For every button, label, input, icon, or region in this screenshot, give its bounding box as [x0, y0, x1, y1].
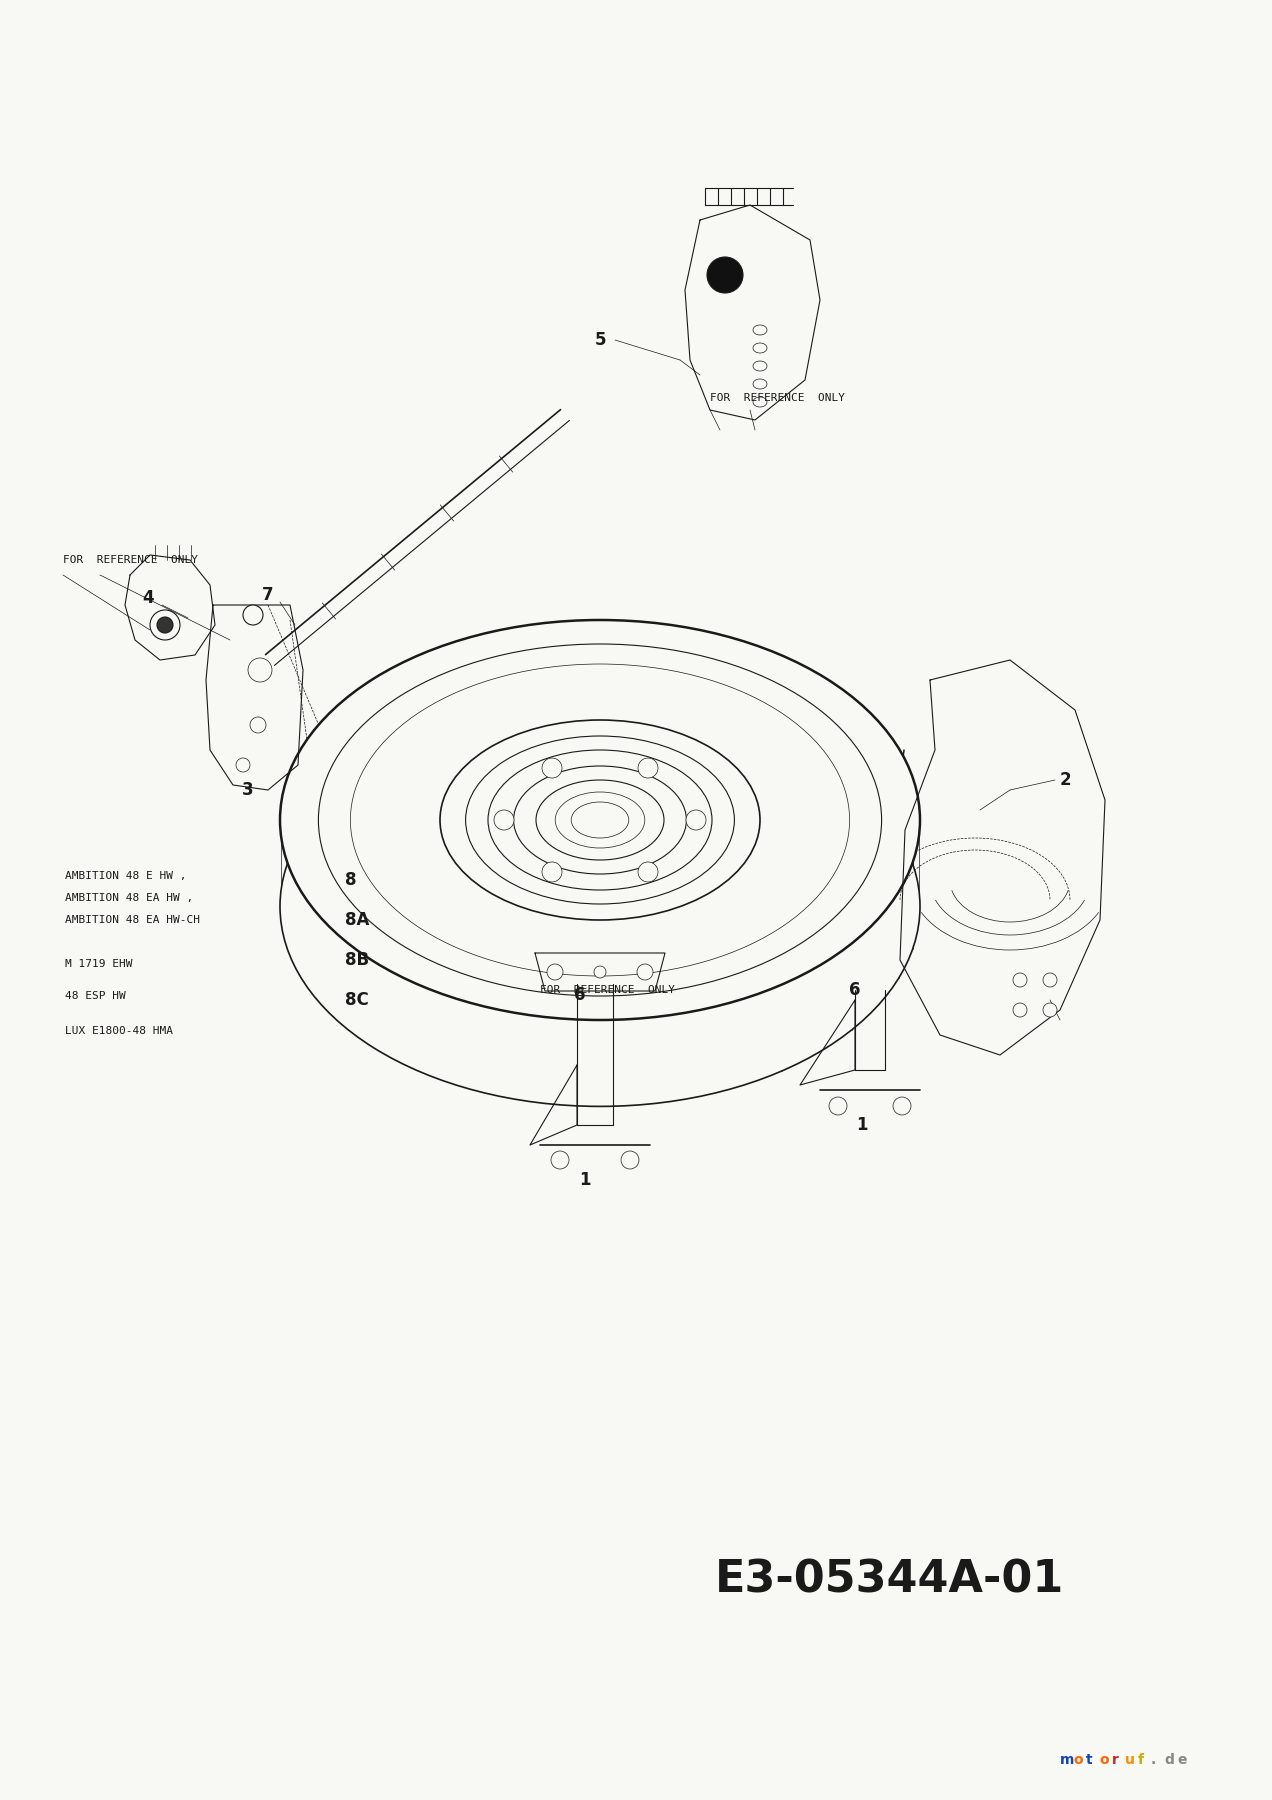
Text: M 1719 EHW: M 1719 EHW [65, 959, 132, 968]
Ellipse shape [488, 751, 712, 889]
Text: E3-05344A-01: E3-05344A-01 [715, 1559, 1065, 1602]
Circle shape [150, 610, 181, 641]
Circle shape [829, 1096, 847, 1114]
Ellipse shape [571, 803, 628, 839]
Circle shape [621, 1150, 639, 1168]
Text: 8A: 8A [345, 911, 369, 929]
Ellipse shape [318, 644, 881, 995]
Text: AMBITION 48 EA HW ,: AMBITION 48 EA HW , [65, 893, 193, 904]
Ellipse shape [440, 720, 759, 920]
Ellipse shape [402, 697, 799, 943]
Circle shape [637, 965, 653, 979]
Text: 6: 6 [574, 986, 585, 1004]
Text: 3: 3 [242, 781, 254, 799]
Text: 48 ESP HW: 48 ESP HW [65, 992, 126, 1001]
Text: o: o [1099, 1753, 1109, 1768]
Circle shape [248, 659, 272, 682]
Circle shape [707, 257, 743, 293]
Text: f: f [1138, 1753, 1144, 1768]
Circle shape [156, 617, 173, 634]
Text: r: r [1112, 1753, 1119, 1768]
Circle shape [1013, 1003, 1027, 1017]
Ellipse shape [370, 677, 831, 965]
Text: u: u [1124, 1753, 1135, 1768]
Circle shape [1043, 1003, 1057, 1017]
Text: 2: 2 [1060, 770, 1071, 788]
Text: e: e [1177, 1753, 1187, 1768]
Circle shape [542, 758, 562, 778]
Circle shape [494, 810, 514, 830]
Circle shape [639, 758, 658, 778]
Circle shape [893, 1096, 911, 1114]
Circle shape [243, 605, 263, 625]
Circle shape [551, 1150, 569, 1168]
Ellipse shape [536, 779, 664, 860]
Circle shape [1013, 974, 1027, 986]
Circle shape [251, 716, 266, 733]
Text: 8C: 8C [345, 992, 369, 1010]
Text: o: o [1074, 1753, 1082, 1768]
Text: 1: 1 [856, 1116, 868, 1134]
Text: 4: 4 [142, 589, 154, 607]
Text: FOR  REFERENCE  ONLY: FOR REFERENCE ONLY [64, 554, 198, 565]
Ellipse shape [280, 619, 920, 1021]
Text: m: m [1060, 1753, 1075, 1768]
Text: AMBITION 48 EA HW-CH: AMBITION 48 EA HW-CH [65, 914, 200, 925]
Text: 6: 6 [850, 981, 861, 999]
Text: d: d [1164, 1753, 1174, 1768]
Text: AMBITION 48 E HW ,: AMBITION 48 E HW , [65, 871, 187, 880]
Text: 1: 1 [579, 1172, 590, 1190]
Text: t: t [1086, 1753, 1093, 1768]
Text: 8: 8 [345, 871, 356, 889]
Circle shape [639, 862, 658, 882]
Ellipse shape [466, 736, 734, 904]
Ellipse shape [514, 767, 687, 875]
Ellipse shape [350, 664, 850, 976]
Text: 8B: 8B [345, 950, 369, 968]
Text: .: . [1151, 1753, 1156, 1768]
Ellipse shape [280, 706, 920, 1107]
Circle shape [1043, 974, 1057, 986]
Circle shape [237, 758, 251, 772]
Text: FOR  REFERENCE  ONLY: FOR REFERENCE ONLY [541, 985, 675, 995]
Text: FOR  REFERENCE  ONLY: FOR REFERENCE ONLY [710, 392, 845, 403]
Text: LUX E1800-48 HMA: LUX E1800-48 HMA [65, 1026, 173, 1037]
Ellipse shape [555, 792, 645, 848]
Circle shape [686, 810, 706, 830]
Text: 5: 5 [594, 331, 605, 349]
Text: 7: 7 [262, 587, 273, 605]
Circle shape [547, 965, 563, 979]
Circle shape [542, 862, 562, 882]
Circle shape [594, 967, 605, 977]
